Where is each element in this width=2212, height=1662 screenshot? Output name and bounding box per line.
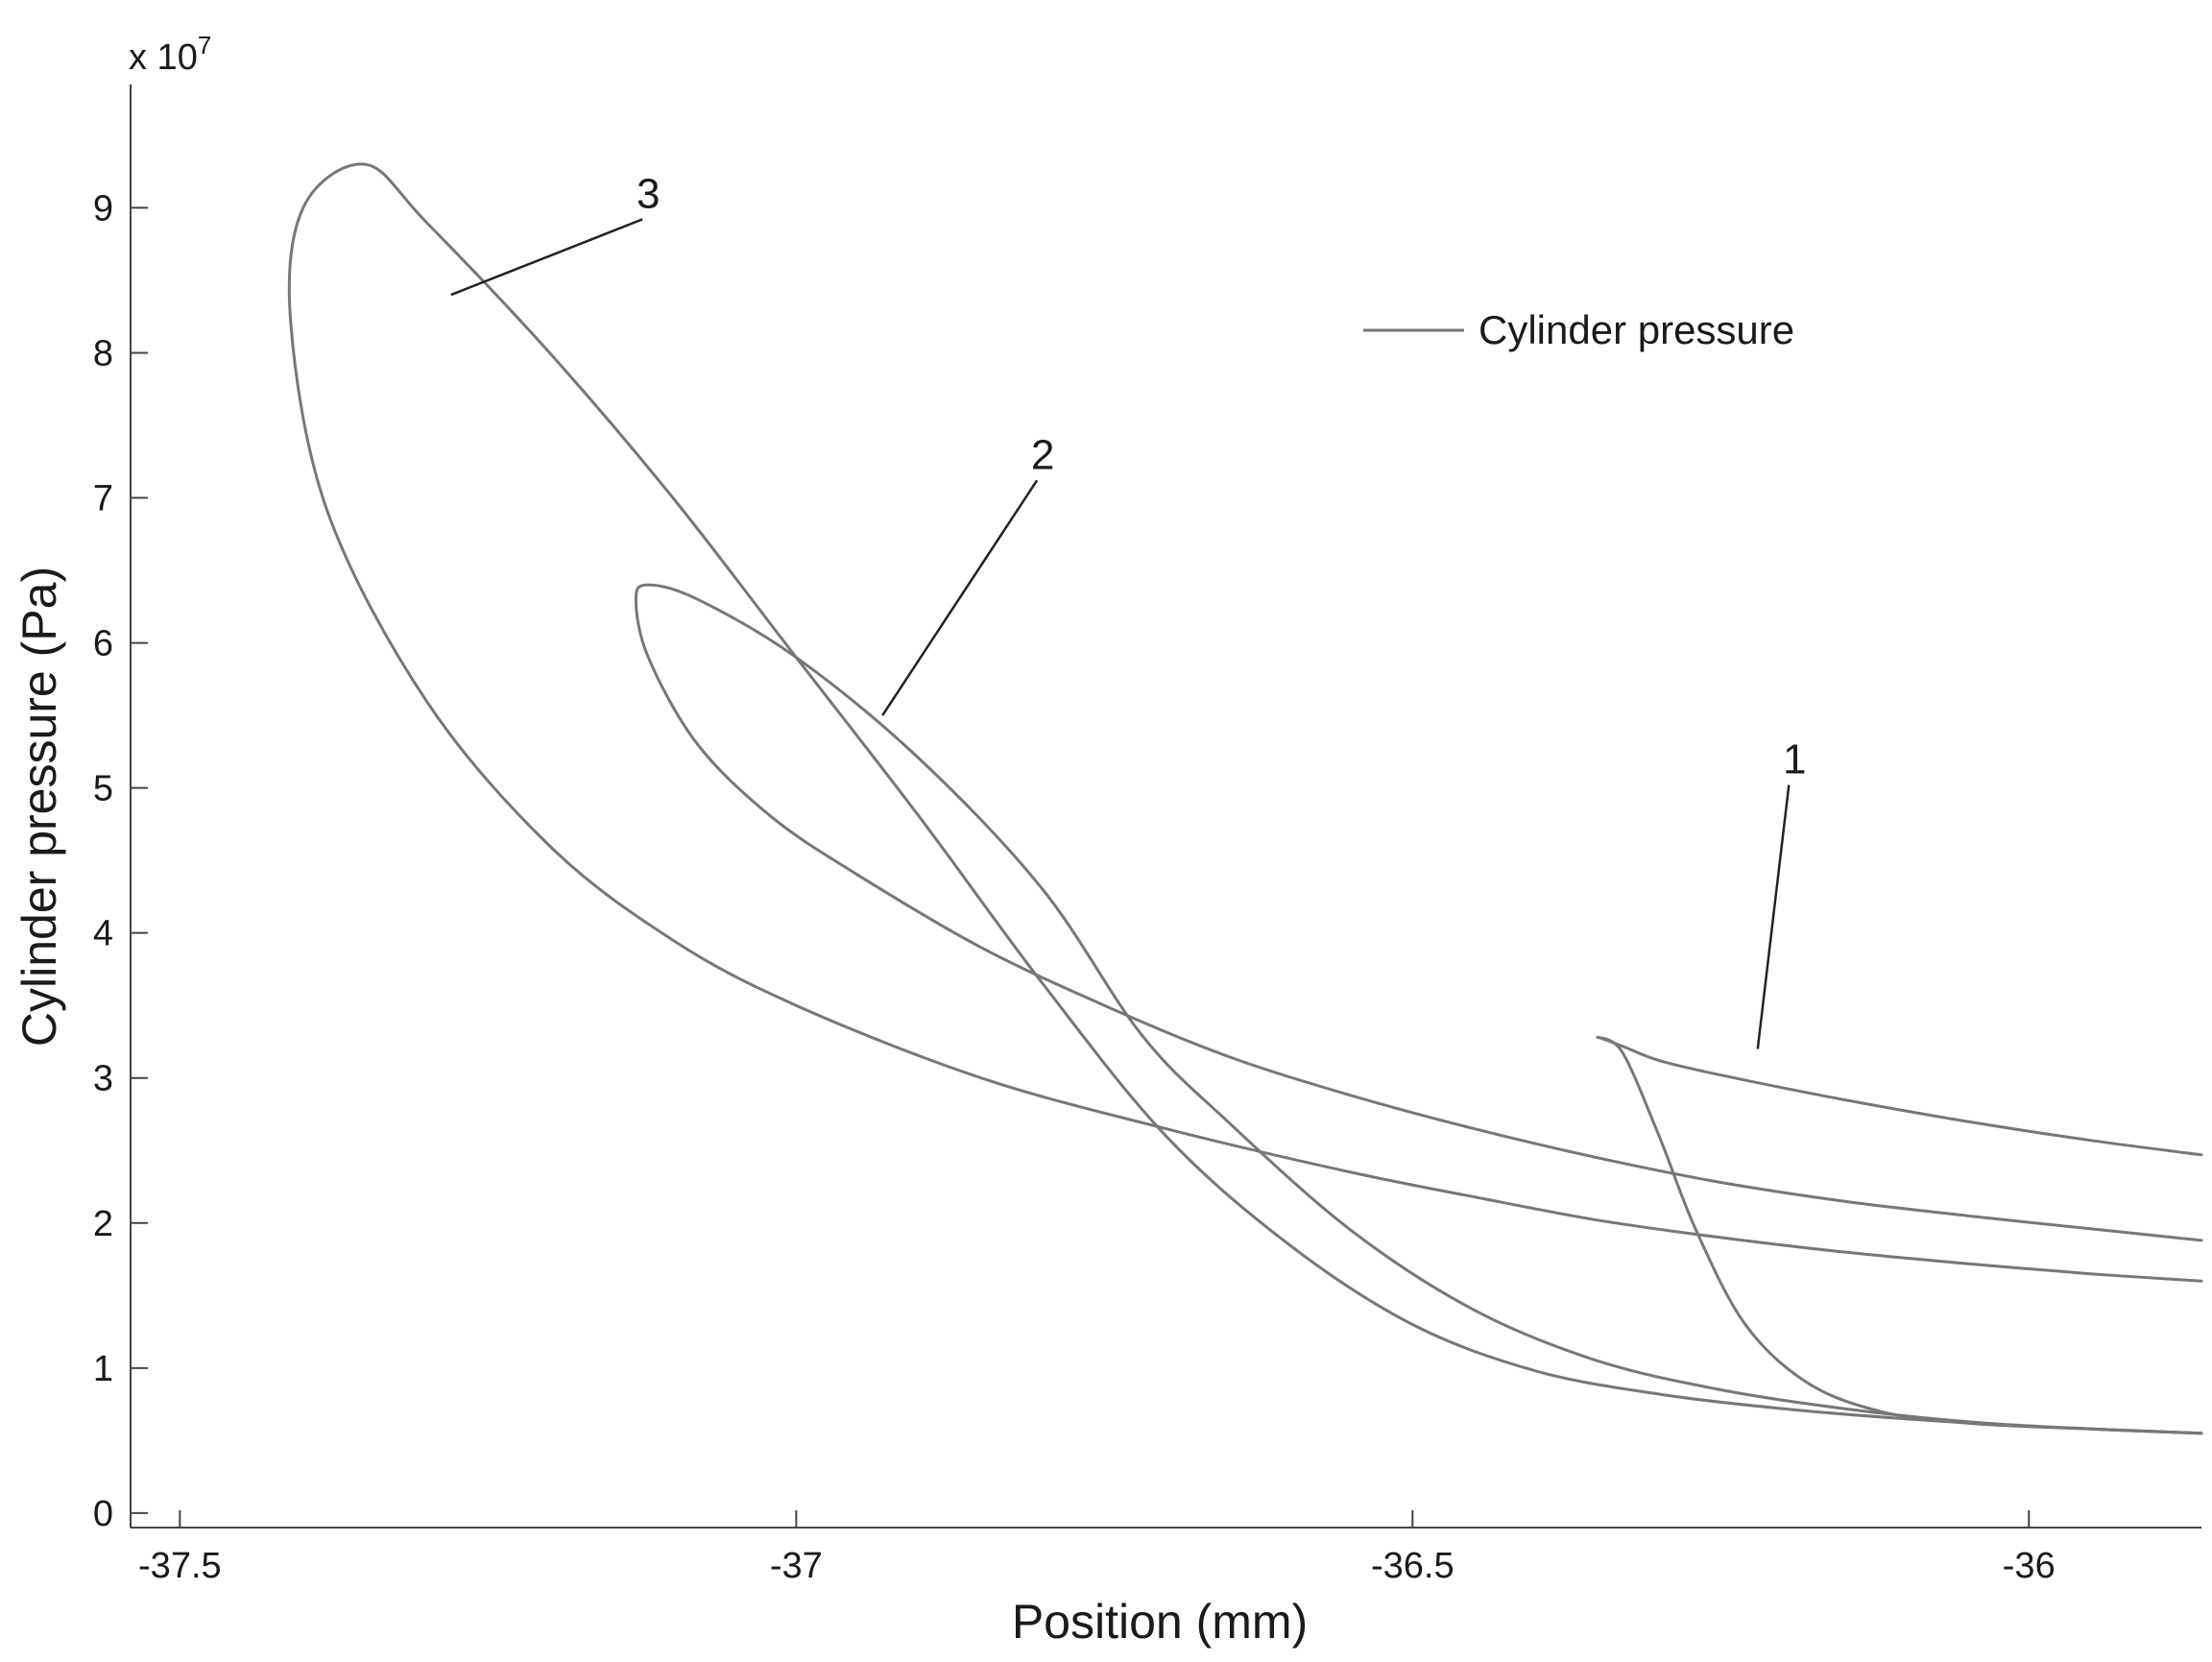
x-axis-label: Position (mm): [1012, 1595, 1308, 1649]
annotation-leader-3: [450, 218, 643, 297]
series-line-1: [287, 162, 2203, 1435]
y-exponent-label: x 107: [129, 31, 211, 78]
x-tick-label: -36: [2003, 1546, 2056, 1586]
legend-entry-cylinder-pressure: Cylinder pressure: [1479, 307, 1794, 352]
y-tick-label: 9: [93, 188, 113, 229]
x-tick-label: -37: [770, 1546, 823, 1586]
x-tick-label: -36.5: [1371, 1546, 1455, 1586]
annotation-label-3: 3: [637, 170, 660, 217]
y-tick-label: 4: [93, 914, 113, 954]
x-tick-label: -37.5: [138, 1546, 222, 1586]
y-tick-label: 8: [93, 333, 113, 373]
annotations: 1 2 3: [450, 170, 1807, 1049]
y-tick-label: 5: [93, 769, 113, 809]
series-line-3: [1596, 1035, 2203, 1435]
y-axis-label: Cylinder pressure (Pa): [12, 566, 66, 1047]
annotation-leader-2: [881, 479, 1039, 716]
y-exponent-power: 7: [198, 31, 211, 60]
y-tick-label: 0: [93, 1494, 113, 1534]
y-tick-label: 3: [93, 1059, 113, 1099]
annotation-label-1: 1: [1783, 736, 1806, 783]
x-ticks: -37.5 -37 -36.5 -36: [138, 1510, 2056, 1586]
series-line-2: [634, 583, 2203, 1435]
legend: Cylinder pressure: [1363, 307, 1794, 352]
annotation-leader-1: [1756, 784, 1791, 1049]
y-tick-label: 6: [93, 624, 113, 664]
y-tick-label: 1: [93, 1349, 113, 1389]
y-tick-label: 2: [93, 1204, 113, 1244]
y-tick-label: 7: [93, 479, 113, 519]
annotation-label-2: 2: [1031, 431, 1054, 478]
y-ticks: 0 1 2 3 4 5 6 7 8 9: [93, 188, 148, 1534]
series-lines: [287, 162, 2203, 1435]
